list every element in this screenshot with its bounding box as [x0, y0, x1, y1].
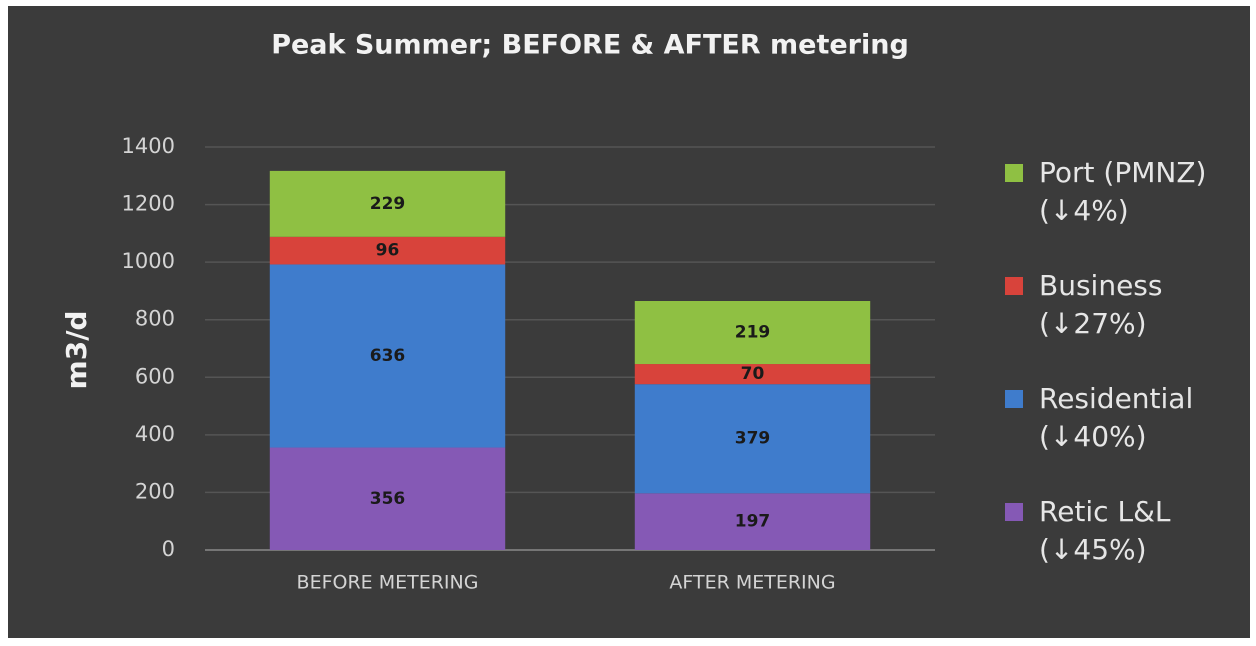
data-label: 219	[735, 323, 771, 343]
bar-segment	[269, 264, 506, 448]
legend-label: Port (PMNZ) (↓4%)	[1039, 156, 1207, 227]
y-axis-label: m3/d	[60, 311, 93, 390]
bar-segment	[269, 447, 506, 550]
data-label: 229	[370, 194, 406, 214]
legend-swatch	[1005, 390, 1023, 408]
data-label: 70	[741, 364, 765, 384]
bar-segment	[634, 493, 871, 550]
bar-segment	[269, 170, 506, 237]
legend-item: Business (↓27%)	[1005, 267, 1245, 343]
data-label: 356	[370, 489, 406, 509]
legend-item: Retic L&L (↓45%)	[1005, 493, 1245, 569]
x-tick-label: BEFORE METERING	[297, 572, 479, 594]
y-tick-label: 200	[135, 479, 175, 503]
data-label: 197	[735, 512, 771, 532]
x-tick-label: AFTER METERING	[669, 572, 835, 594]
bar-segment	[634, 384, 871, 494]
y-tick-label: 400	[135, 422, 175, 446]
legend-swatch	[1005, 164, 1023, 182]
y-tick-label: 800	[135, 307, 175, 331]
legend-item: Port (PMNZ) (↓4%)	[1005, 154, 1245, 230]
data-label: 636	[370, 346, 406, 366]
background	[8, 6, 1250, 638]
y-tick-label: 0	[162, 537, 175, 561]
legend-label: Residential (↓40%)	[1039, 382, 1194, 453]
bar-segment	[634, 364, 871, 385]
legend-swatch	[1005, 277, 1023, 295]
legend-label: Retic L&L (↓45%)	[1039, 495, 1171, 566]
legend-swatch	[1005, 503, 1023, 521]
y-tick-label: 1000	[122, 249, 175, 273]
legend-label: Business (↓27%)	[1039, 269, 1163, 340]
legend-item: Residential (↓40%)	[1005, 380, 1245, 456]
bar-segment	[269, 236, 506, 265]
data-label: 96	[376, 241, 400, 261]
y-tick-label: 600	[135, 364, 175, 388]
bar-segment	[634, 301, 871, 365]
chart-title: Peak Summer; BEFORE & AFTER metering	[271, 30, 909, 61]
data-label: 379	[735, 429, 771, 449]
y-tick-label: 1200	[122, 192, 175, 216]
y-tick-label: 1400	[122, 134, 175, 158]
